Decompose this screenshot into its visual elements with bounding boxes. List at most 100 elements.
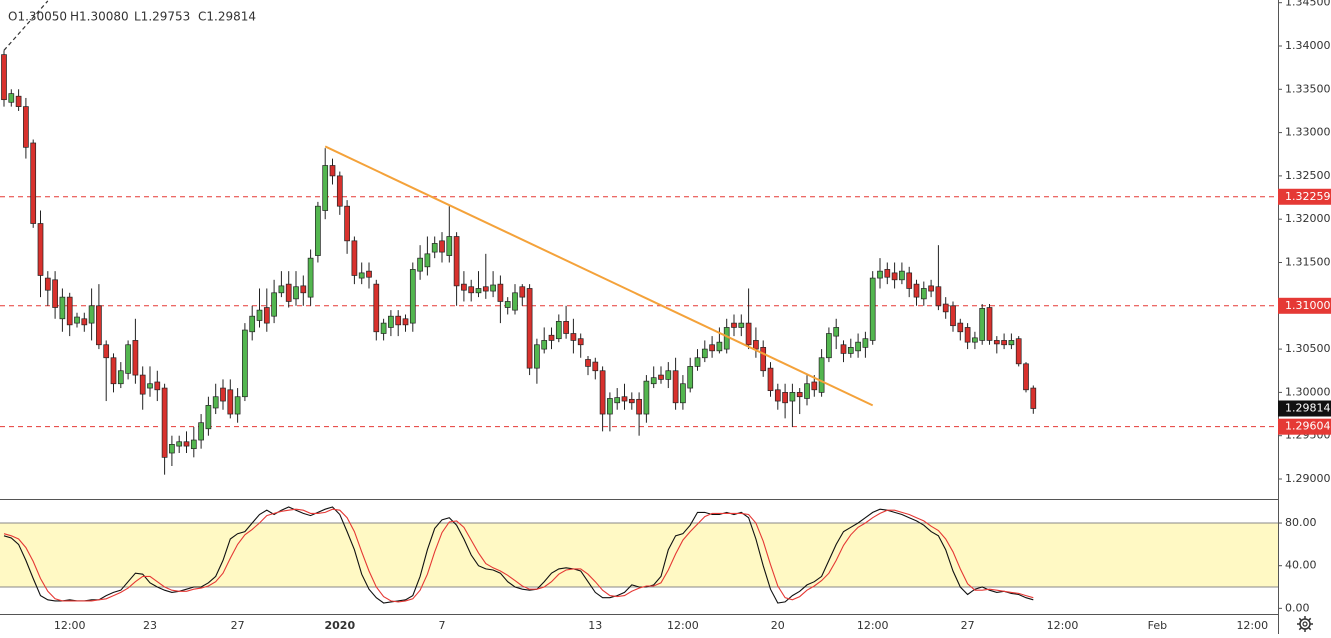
- ohlc-high: H1.30080: [70, 10, 129, 24]
- y-tick-label: 1.29000: [1285, 472, 1331, 485]
- candle-body: [723, 327, 730, 350]
- level-label-bg: [1278, 297, 1331, 314]
- candle-body: [139, 374, 146, 395]
- candle-body: [220, 387, 226, 402]
- candle-body: [840, 344, 847, 354]
- candle-body: [906, 272, 913, 289]
- candle-body: [534, 344, 540, 369]
- candle-body: [103, 344, 110, 359]
- candle-body: [366, 270, 372, 278]
- candle-body: [147, 383, 153, 389]
- candle-body: [665, 370, 672, 380]
- level-label: 1.29604: [1285, 420, 1331, 433]
- candle-body: [431, 243, 438, 253]
- candle-body: [979, 308, 986, 341]
- candle-body: [205, 405, 212, 430]
- candle-body: [125, 344, 131, 374]
- y-tick-label: 40.00: [1285, 559, 1317, 572]
- candle-body: [972, 337, 978, 343]
- candle-body: [731, 322, 737, 328]
- candle-body: [256, 309, 263, 321]
- candle-body: [52, 279, 58, 308]
- candle-body: [169, 444, 175, 454]
- candle-body: [285, 283, 292, 302]
- candle-body: [950, 305, 956, 327]
- candle-body: [183, 441, 190, 447]
- x-tick-label: 12:00: [54, 619, 86, 632]
- x-tick-label: 2020: [324, 619, 355, 632]
- last-price-bg: [1278, 400, 1331, 417]
- candle-body: [271, 292, 277, 317]
- candle-body: [899, 270, 905, 281]
- ohlc-low: L1.29753: [134, 10, 190, 24]
- trendline: [3, 0, 49, 51]
- candle-body: [249, 315, 256, 333]
- candle-body: [30, 142, 37, 224]
- candle-body: [862, 338, 869, 348]
- x-tick-label: 13: [588, 619, 602, 632]
- candle-body: [336, 175, 343, 207]
- candle-body: [738, 322, 745, 328]
- candle-body: [132, 340, 139, 376]
- candle-body: [804, 383, 810, 399]
- candle-body: [154, 381, 161, 391]
- candle-body: [541, 340, 548, 350]
- candle-body: [322, 165, 329, 211]
- gear-hub[interactable]: [1302, 621, 1308, 627]
- candle-body: [1, 54, 7, 101]
- candle-body: [351, 240, 358, 276]
- candle-body: [117, 370, 124, 385]
- candle-body: [614, 397, 621, 404]
- candle-body: [1023, 363, 1029, 391]
- candle-body: [409, 269, 416, 324]
- candle-body: [555, 321, 562, 340]
- gear-teeth[interactable]: [1297, 616, 1313, 632]
- level-label: 1.32259: [1285, 190, 1331, 203]
- candle-body: [993, 340, 1000, 345]
- candle-body: [599, 370, 606, 415]
- candle-body: [278, 285, 285, 294]
- candle-body: [490, 284, 496, 292]
- candle-body: [592, 361, 599, 372]
- candle-body: [680, 383, 686, 404]
- y-tick-label: 1.34500: [1285, 0, 1331, 9]
- settings-icon[interactable]: [1297, 616, 1313, 632]
- candle-body: [913, 283, 920, 298]
- candle-body: [461, 283, 467, 291]
- x-tick-label: 12:00: [857, 619, 889, 632]
- candle-body: [658, 374, 664, 380]
- candle-body: [869, 277, 876, 341]
- candle-body: [957, 322, 964, 333]
- candle-body: [66, 296, 73, 326]
- candle-body: [964, 327, 971, 343]
- candle-body: [512, 292, 518, 311]
- candle-body: [446, 236, 453, 256]
- candle-body: [636, 398, 642, 415]
- candle-body: [1001, 340, 1007, 346]
- ohlc-close: C1.29814: [198, 10, 256, 24]
- candle-body: [373, 283, 380, 333]
- y-tick-label: 1.33500: [1285, 82, 1331, 95]
- candle-body: [877, 270, 883, 279]
- candle-body: [198, 422, 204, 441]
- candle-body: [701, 348, 708, 359]
- candle-body: [380, 322, 387, 334]
- candle-body: [475, 288, 482, 294]
- candle-body: [607, 398, 613, 415]
- candle-body: [344, 205, 350, 242]
- candle-body: [826, 333, 832, 359]
- candle-body: [358, 272, 365, 279]
- candle-body: [1015, 338, 1022, 365]
- candle-body: [402, 318, 409, 326]
- candle-body: [307, 257, 314, 298]
- candle-body: [643, 380, 650, 415]
- candle-body: [329, 165, 336, 177]
- candle-body: [716, 341, 723, 352]
- candle-body: [920, 288, 927, 300]
- candle-body: [942, 303, 949, 313]
- y-tick-label: 1.31500: [1285, 255, 1331, 268]
- candle-body: [212, 396, 219, 409]
- candle-body: [891, 272, 898, 281]
- candle-body: [468, 286, 475, 294]
- y-tick-label: 1.32500: [1285, 169, 1331, 182]
